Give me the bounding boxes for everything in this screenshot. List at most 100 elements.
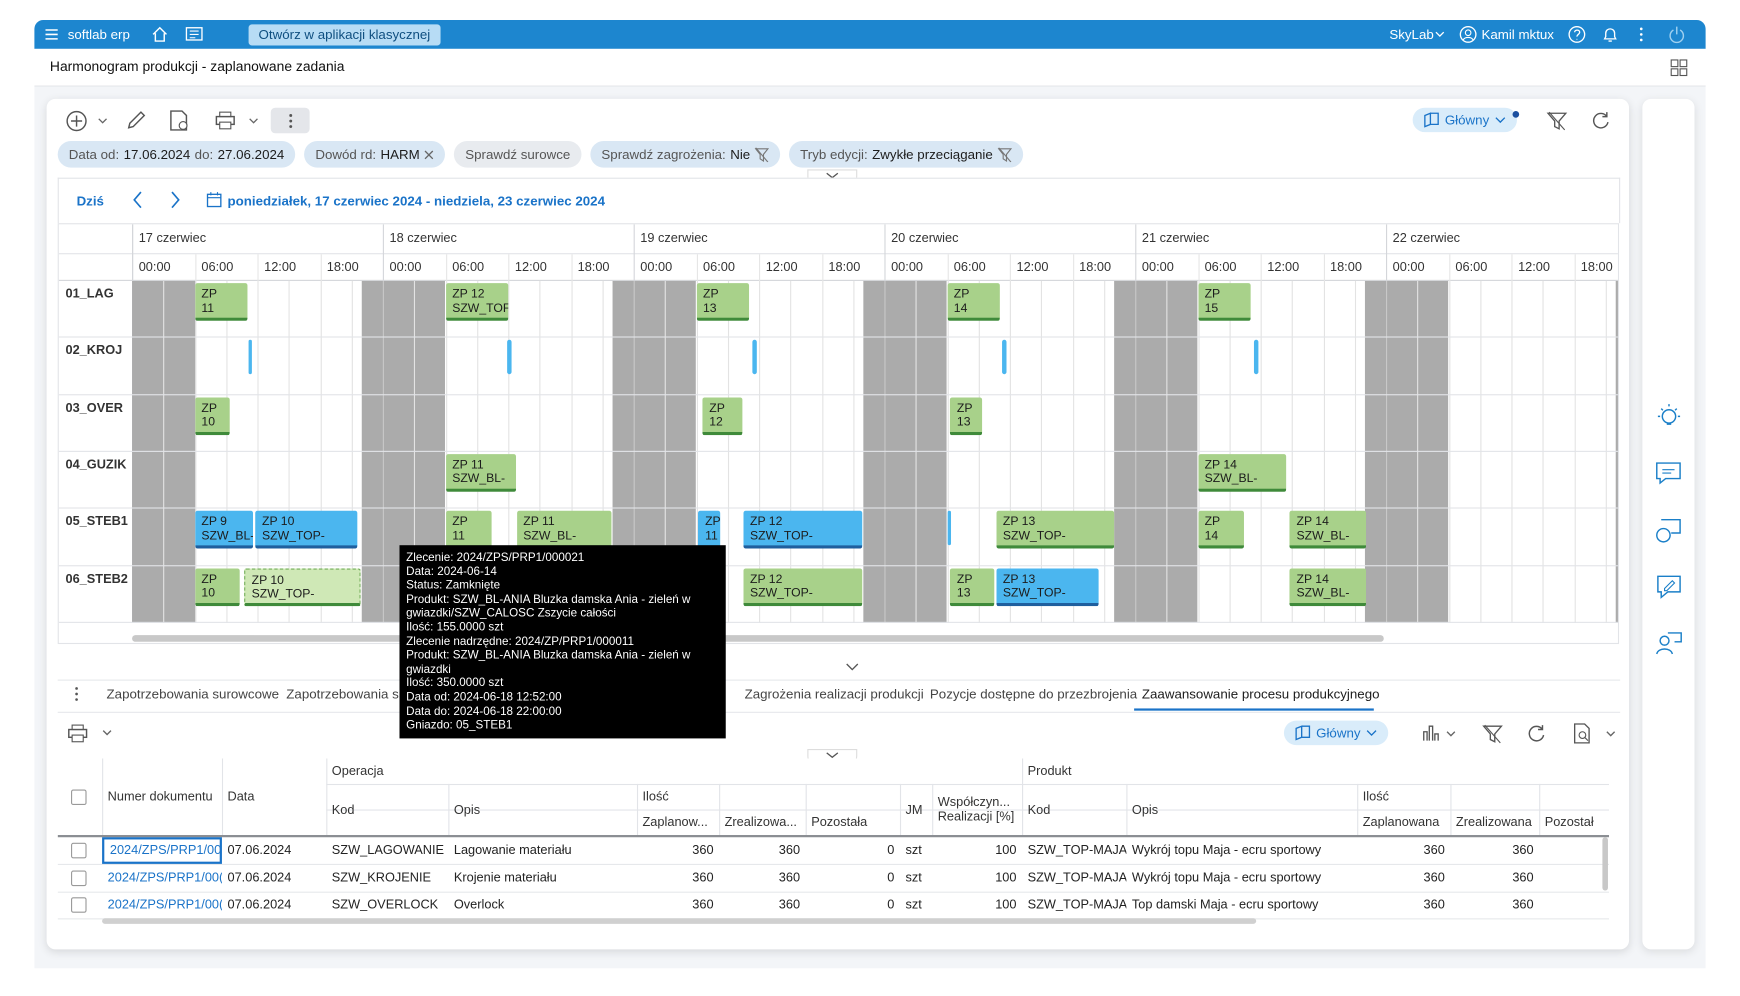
chart-icon[interactable]: [1422, 724, 1440, 742]
task-bar[interactable]: ZP 13: [696, 283, 749, 321]
chevron[interactable]: [102, 730, 112, 737]
document-link[interactable]: 2024/ZPS/PRP1/00(: [107, 871, 222, 885]
news-icon[interactable]: [185, 27, 203, 43]
task-bar[interactable]: ZP 14 SZW_BL-: [1289, 567, 1367, 606]
chevron[interactable]: [98, 118, 108, 125]
column-header[interactable]: Ilość: [1362, 790, 1389, 804]
bell-icon[interactable]: [1601, 26, 1619, 44]
task-bar[interactable]: ZP 14 SZW_BL-: [1197, 454, 1286, 492]
column-header[interactable]: Zrealizowa...: [724, 816, 797, 830]
task-bar[interactable]: ZP 11 SZW_BL-: [445, 454, 516, 492]
task-bar[interactable]: [248, 340, 253, 375]
company-selector[interactable]: SkyLab: [1389, 26, 1434, 43]
calendar-icon[interactable]: [206, 192, 222, 208]
row-checkbox[interactable]: [71, 869, 87, 886]
select-all[interactable]: [71, 789, 87, 806]
task-bar[interactable]: ZP 12 SZW_TOF: [445, 283, 509, 321]
column-header[interactable]: Zaplanowana: [1362, 816, 1440, 830]
task-bar[interactable]: ZP 12 SZW_TOP-: [743, 567, 863, 606]
column-header[interactable]: Produkt: [1027, 764, 1072, 778]
task-bar[interactable]: ZP 11: [445, 510, 492, 549]
task-bar[interactable]: ZP 10 SZW_TOP-: [243, 567, 361, 606]
filter-chip[interactable]: Dowód rd: HARM: [304, 141, 446, 168]
edit-icon[interactable]: [127, 110, 147, 130]
home-icon[interactable]: [151, 26, 169, 44]
filter-chip[interactable]: Sprawdź zagrożenia: Nie: [590, 141, 781, 168]
task-bar[interactable]: ZP 10: [194, 397, 230, 435]
classic-app-button[interactable]: Otwórz w aplikacji klasycznej: [248, 24, 441, 46]
task-bar[interactable]: ZP 14: [947, 283, 1000, 321]
row-checkbox[interactable]: [71, 897, 87, 913]
column-header[interactable]: Pozostała: [811, 816, 868, 830]
task-bar[interactable]: [752, 340, 757, 375]
task-bar[interactable]: ZP 13: [950, 567, 995, 606]
column-header[interactable]: Opis: [1131, 803, 1159, 817]
menu-icon[interactable]: [45, 29, 58, 40]
remove-filter[interactable]: [424, 149, 434, 159]
document-icon[interactable]: [169, 110, 191, 132]
task-bar[interactable]: ZP 13 SZW_TOP-: [996, 510, 1115, 549]
tab[interactable]: Zapotrzebowania su: [286, 686, 407, 702]
task-bar[interactable]: ZP 14 SZW_BL-: [1289, 510, 1367, 549]
more-icon[interactable]: [1639, 27, 1643, 43]
tab[interactable]: Zapotrzebowania surowcowe: [106, 686, 280, 702]
consult-icon[interactable]: [1655, 630, 1684, 659]
chevron[interactable]: [249, 118, 259, 125]
task-bar[interactable]: ZP 10: [194, 567, 240, 606]
task-bar[interactable]: [1002, 340, 1007, 375]
power-icon[interactable]: [1668, 26, 1686, 44]
column-header[interactable]: Data: [227, 790, 255, 804]
refresh-icon[interactable]: [1591, 111, 1610, 130]
help-icon[interactable]: [1568, 25, 1586, 44]
task-bar[interactable]: [507, 340, 512, 375]
row-checkbox[interactable]: [71, 842, 87, 859]
tabs-more-icon[interactable]: [74, 686, 78, 702]
task-bar[interactable]: ZP 12 SZW_TOP-: [743, 510, 863, 549]
task-bar[interactable]: ZP 12: [702, 397, 743, 435]
clear-filter[interactable]: [754, 147, 770, 162]
preview-icon[interactable]: [1572, 723, 1592, 744]
task-bar[interactable]: ZP 10 SZW_TOP-: [255, 510, 358, 549]
next-button[interactable]: [170, 191, 181, 209]
task-bar[interactable]: ZP 11: [698, 510, 721, 549]
prev-button[interactable]: [132, 191, 143, 209]
document-link[interactable]: 2024/ZPS/PRP1/00(: [107, 898, 222, 912]
filter-chip[interactable]: Tryb edycji: Zwykłe przeciąganie: [789, 141, 1023, 168]
scrollbar[interactable]: [1602, 837, 1608, 891]
edit-note-icon[interactable]: [1655, 573, 1684, 602]
today-button[interactable]: Dziś: [76, 193, 104, 209]
date-range[interactable]: poniedziałek, 17 czerwiec 2024 - niedzie…: [227, 193, 606, 209]
filter-chip[interactable]: Data od: 17.06.2024 do: 27.06.2024: [57, 141, 296, 168]
task-bar[interactable]: ZP 9 SZW_BL-: [194, 510, 254, 549]
column-header[interactable]: Operacja: [331, 764, 384, 778]
filter-icon[interactable]: [1482, 724, 1503, 744]
task-bar[interactable]: [1254, 340, 1259, 375]
task-bar[interactable]: [947, 510, 952, 546]
column-header[interactable]: Zaplanow...: [642, 816, 708, 830]
view-selector[interactable]: Główny: [1412, 107, 1517, 133]
task-bar[interactable]: ZP 11: [194, 283, 247, 321]
column-header[interactable]: Kod: [331, 803, 355, 817]
filter-chip[interactable]: Sprawdź surowce: [454, 141, 582, 168]
user-name[interactable]: Kamil mktux: [1481, 26, 1554, 43]
column-header[interactable]: JM: [905, 803, 923, 817]
print-icon[interactable]: [215, 111, 235, 130]
more-button[interactable]: [270, 107, 310, 134]
tab[interactable]: Zagrożenia realizacji produkcji: [744, 686, 924, 702]
column-header[interactable]: Ilość: [642, 790, 669, 804]
column-header[interactable]: Kod: [1027, 803, 1051, 817]
task-bar[interactable]: ZP 14: [1197, 510, 1244, 549]
chevron[interactable]: [1446, 731, 1456, 738]
chat-icon[interactable]: [1655, 460, 1684, 489]
task-bar[interactable]: ZP 13: [950, 397, 982, 435]
add-icon[interactable]: [65, 110, 87, 132]
scrollbar[interactable]: [132, 635, 1384, 642]
document-link[interactable]: 2024/ZPS/PRP1/00: [102, 837, 222, 864]
task-bar[interactable]: ZP 11 SZW_BL-: [516, 510, 612, 549]
column-header[interactable]: Zrealizowana: [1455, 816, 1532, 830]
task-bar[interactable]: ZP 15: [1197, 283, 1251, 321]
layout-icon[interactable]: [1670, 59, 1688, 77]
column-header[interactable]: Pozostał: [1544, 816, 1594, 830]
support-icon[interactable]: [1655, 516, 1684, 545]
filter-icon[interactable]: [1546, 111, 1568, 131]
